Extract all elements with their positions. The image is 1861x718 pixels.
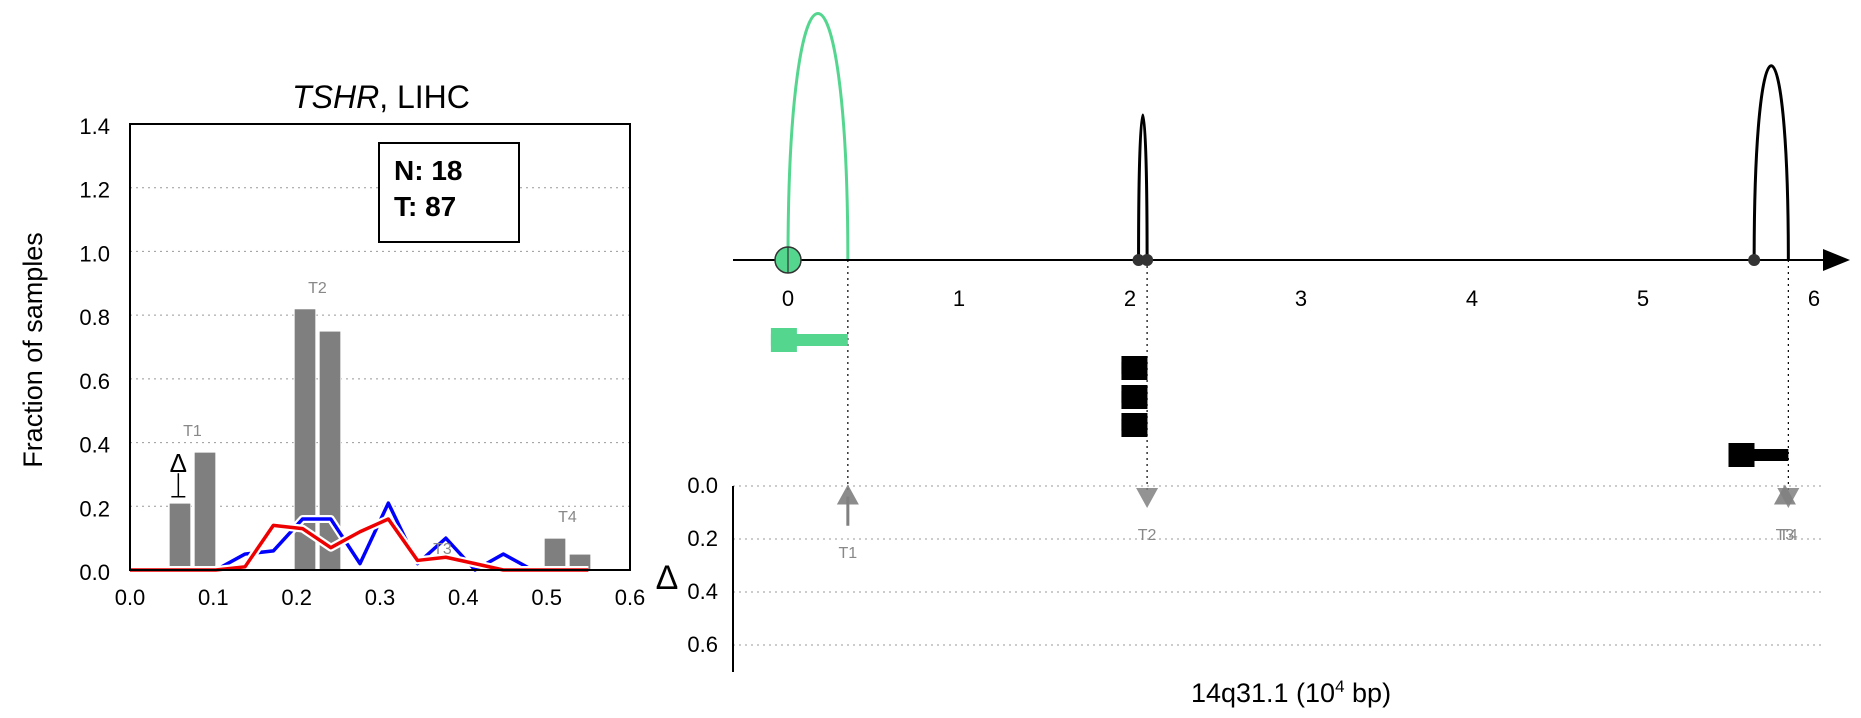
y-tick-label: 0.0 [79,560,110,585]
junction-arc [1137,113,1149,261]
junction-node [1132,254,1145,266]
x-tick-label: 2 [1124,286,1136,311]
x-axis-label: 14q31.1 (104 bp) [1191,677,1391,708]
bar [193,451,217,571]
x-tick-label: 0 [782,286,794,311]
group-label: T3 [433,541,452,558]
x-tick-label: 0.3 [365,585,396,610]
group-label: T1 [183,423,202,440]
transcript-exon [770,328,797,352]
x-tick-label: 0.5 [531,585,562,610]
delta-marker-label: T3 [1776,527,1795,544]
delta-up-marker [836,484,859,505]
plot-frame [129,123,631,571]
group-label: T4 [558,509,577,526]
x-tick-label: 3 [1295,286,1307,311]
x-tick-label: 0.0 [115,585,146,610]
x-tick-label: 6 [1808,286,1820,311]
bar [543,537,567,571]
legend-n: N: 18 [394,155,462,186]
junction-node [1141,254,1154,266]
x-tick-label: 0.4 [448,585,479,610]
y-axis-label: Fraction of samples [18,232,48,468]
x-tick-label: 0.1 [198,585,229,610]
junction-arc [786,12,850,261]
x-tick-label: 0.6 [615,585,646,610]
x-tick-label: 0.2 [281,585,312,610]
y-tick-label: 0.6 [79,369,110,394]
y-tick-label: 0.2 [79,496,110,521]
y-tick-label: 1.2 [79,178,110,203]
delta-marker-label: T1 [839,545,858,562]
x-tick-label: 1 [953,286,965,311]
y-tick-label: 1.0 [79,241,110,266]
junction-nodes [774,246,1761,274]
transcripts [770,328,1789,467]
junction-node [1748,254,1761,266]
transcript-exon [1121,413,1148,437]
x-tick-labels: 0.0 0.1 0.2 0.3 0.4 0.5 0.6 [115,585,646,610]
delta-marker-label: T4 [1779,527,1798,544]
delta-symbol: Δ [170,448,187,478]
legend: N: 18 T: 87 [378,142,520,243]
delta-tick-labels: 0.0 0.2 0.4 0.6 [687,473,718,657]
delta-backdrop [166,447,191,474]
transcript-exon [1121,385,1148,409]
y-tick-label: 0.8 [79,305,110,330]
delta-marker: Δ [166,447,191,498]
junction-arc [1752,64,1790,261]
delta-axis-label: Δ [656,559,679,597]
bar [168,502,192,571]
x-tick-labels: 0 1 2 3 4 5 6 [782,286,1820,311]
junction-arcs [786,12,1790,261]
x-tick-label: 4 [1466,286,1478,311]
transcript-exon [1121,356,1148,380]
delta-down-marker [1136,488,1159,508]
legend-t: T: 87 [394,191,456,222]
legend-box [378,142,520,243]
delta-grid [733,485,1825,646]
transcript-exon [1728,443,1755,467]
chart-title: TSHR, LIHC [292,79,470,115]
delta-marker-label: T2 [1138,527,1157,544]
delta-tick-label: 0.0 [687,473,718,498]
delta-down-marker [1777,488,1800,508]
bars [168,308,592,571]
y-tick-labels: 0.0 0.2 0.4 0.6 0.8 1.0 1.2 1.4 [79,114,110,585]
delta-tick-label: 0.6 [687,632,718,657]
axis-arrow-icon [1823,249,1850,271]
group-labels: T1 T2 T3 T4 [183,280,577,558]
group-label: T2 [308,280,327,297]
delta-tick-label: 0.4 [687,579,718,604]
x-tick-label: 5 [1637,286,1649,311]
delta-tick-label: 0.2 [687,526,718,551]
y-tick-label: 1.4 [79,114,110,139]
histogram-panel: TSHR, LIHC Fraction of samples T1T2T3T4 … [18,79,645,610]
y-tick-label: 0.4 [79,433,110,458]
